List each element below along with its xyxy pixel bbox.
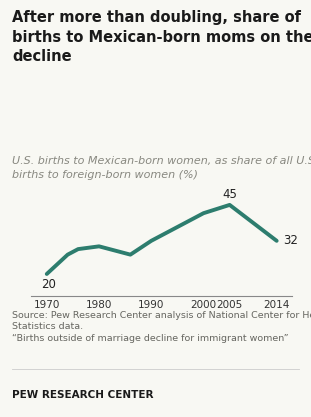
Text: PEW RESEARCH CENTER: PEW RESEARCH CENTER — [12, 390, 154, 400]
Text: U.S. births to Mexican-born women, as share of all U.S.
births to foreign-born w: U.S. births to Mexican-born women, as sh… — [12, 156, 311, 180]
Text: 45: 45 — [222, 188, 237, 201]
Text: 32: 32 — [283, 234, 298, 247]
Text: 20: 20 — [42, 278, 56, 291]
Text: After more than doubling, share of
births to Mexican-born moms on the
decline: After more than doubling, share of birth… — [12, 10, 311, 64]
Text: Source: Pew Research Center analysis of National Center for Health
Statistics da: Source: Pew Research Center analysis of … — [12, 311, 311, 342]
